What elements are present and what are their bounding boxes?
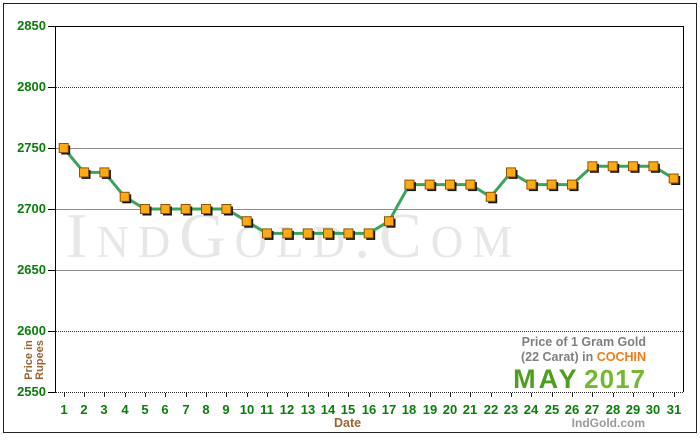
data-point-day-8 xyxy=(201,204,211,214)
x-tick-17 xyxy=(389,393,390,397)
x-tick-16 xyxy=(369,393,370,397)
x-tick-20 xyxy=(450,393,451,397)
data-point-day-14 xyxy=(323,228,333,239)
x-tick-11 xyxy=(267,393,268,397)
data-point-day-27 xyxy=(587,161,598,172)
x-tick-26 xyxy=(572,393,573,397)
data-point-day-18 xyxy=(404,179,415,190)
x-tick-13 xyxy=(308,393,309,397)
x-tick-12 xyxy=(287,393,288,397)
y-tick-2700 xyxy=(48,209,55,210)
data-point-day-17 xyxy=(384,216,394,227)
x-tick-23 xyxy=(511,393,512,397)
gridline-2850 xyxy=(55,26,683,27)
gridline-2800 xyxy=(55,87,683,88)
x-tick-5 xyxy=(145,393,146,397)
y-axis-line xyxy=(55,26,56,392)
chart-title-line2: (22 Carat) in COCHIN xyxy=(513,350,646,365)
x-tick-2 xyxy=(84,393,85,397)
x-tick-19 xyxy=(430,393,431,397)
gridline-2750 xyxy=(55,148,683,149)
data-point-day-9 xyxy=(221,204,232,214)
data-point-day-23 xyxy=(506,167,516,178)
x-tick-22 xyxy=(491,393,492,397)
x-tick-18 xyxy=(409,393,410,397)
gridline-2700 xyxy=(55,209,683,210)
data-point-day-4 xyxy=(119,191,130,202)
data-point-day-28 xyxy=(607,161,618,172)
data-point-day-30 xyxy=(648,161,659,172)
x-tick-30 xyxy=(653,393,654,397)
data-point-day-5 xyxy=(140,204,150,214)
x-tick-8 xyxy=(206,393,207,397)
data-point-day-21 xyxy=(465,179,476,190)
x-tick-3 xyxy=(104,393,105,397)
chart-title-block: Price of 1 Gram Gold (22 Carat) in COCHI… xyxy=(513,335,646,397)
y-axis-title-line2: Rupees xyxy=(34,340,46,380)
y-tick-2600 xyxy=(48,331,55,332)
data-point-day-12 xyxy=(282,228,293,239)
x-tick-10 xyxy=(247,393,248,397)
data-point-day-19 xyxy=(424,179,435,190)
x-axis-title: Date xyxy=(334,416,362,430)
y-tick-2550 xyxy=(48,392,55,393)
data-point-day-20 xyxy=(445,179,455,190)
x-tick-6 xyxy=(165,393,166,397)
x-tick-14 xyxy=(328,393,329,397)
data-point-day-10 xyxy=(241,216,252,227)
x-tick-15 xyxy=(348,393,349,397)
x-tick-31 xyxy=(674,393,675,397)
data-point-day-6 xyxy=(160,204,171,214)
y-tick-2750 xyxy=(48,148,55,149)
gridline-2600 xyxy=(55,331,683,332)
year-label: 2017 xyxy=(584,364,646,394)
data-point-day-11 xyxy=(262,228,272,239)
data-point-day-13 xyxy=(302,228,313,239)
price-polyline xyxy=(62,147,675,235)
data-point-day-16 xyxy=(363,228,374,239)
x-tick-29 xyxy=(633,393,634,397)
chart-title-line2-prefix: (22 Carat) in xyxy=(520,350,597,364)
data-point-day-3 xyxy=(99,167,110,178)
month-label: MAY xyxy=(513,364,580,394)
data-point-day-7 xyxy=(180,204,191,214)
y-tick-2650 xyxy=(48,270,55,271)
y-axis-title: Price in Rupees xyxy=(23,328,46,392)
data-point-day-2 xyxy=(79,167,89,178)
y-tick-2800 xyxy=(48,87,55,88)
data-point-day-26 xyxy=(567,179,577,190)
x-tick-21 xyxy=(470,393,471,397)
month-year-line: MAY 2017 xyxy=(513,366,646,397)
gridline-2650 xyxy=(55,270,683,271)
y-tick-2850 xyxy=(48,26,55,27)
x-tick-7 xyxy=(186,393,187,397)
data-point-day-29 xyxy=(628,161,638,172)
city-name: COCHIN xyxy=(596,350,646,364)
outer-border xyxy=(3,3,697,433)
x-tick-25 xyxy=(552,393,553,397)
x-tick-27 xyxy=(592,393,593,397)
data-point-day-24 xyxy=(526,179,537,190)
x-tick-9 xyxy=(226,393,227,397)
chart-title-line1: Price of 1 Gram Gold xyxy=(521,335,646,349)
x-tick-28 xyxy=(613,393,614,397)
data-point-day-15 xyxy=(343,228,354,239)
data-point-day-25 xyxy=(546,179,557,190)
x-axis-line xyxy=(55,392,683,393)
site-credit: IndGold.com xyxy=(571,416,645,430)
x-tick-1 xyxy=(64,393,65,397)
data-point-day-1 xyxy=(58,143,69,153)
plot-right-border xyxy=(683,26,684,392)
data-point-day-31 xyxy=(668,173,679,184)
x-tick-24 xyxy=(531,393,532,397)
data-point-day-22 xyxy=(485,191,496,202)
x-tick-4 xyxy=(125,393,126,397)
